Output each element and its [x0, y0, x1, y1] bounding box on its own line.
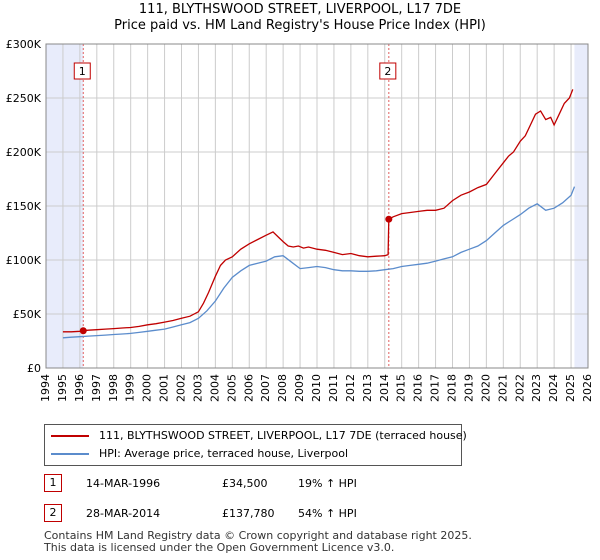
price-paid-line	[62, 89, 574, 333]
x-tick-label: 2004	[208, 374, 221, 402]
x-tick-label: 2005	[225, 374, 238, 402]
transaction-number: 2	[44, 504, 62, 522]
x-tick-label: 2014	[378, 374, 391, 402]
legend: 111, BLYTHSWOOD STREET, LIVERPOOL, L17 7…	[44, 424, 467, 466]
x-tick-label: 2025	[564, 374, 577, 402]
legend-swatch-hpi	[51, 453, 89, 455]
x-tick-label: 2019	[462, 374, 475, 402]
y-tick-label: £300K	[6, 38, 42, 51]
x-tick-label: 2021	[496, 374, 509, 402]
sale-marker-box	[379, 62, 397, 80]
transaction-hpi-change: 19% ↑ HPI	[298, 477, 357, 490]
x-tick-label: 2015	[395, 374, 408, 402]
x-tick-label: 1997	[90, 374, 103, 402]
x-tick-label: 2017	[429, 374, 442, 402]
footer-line1: Contains HM Land Registry data © Crown c…	[44, 529, 472, 542]
x-tick-label: 2008	[276, 374, 289, 402]
x-tick-label: 2000	[141, 374, 154, 402]
x-tick-label: 2018	[446, 374, 459, 402]
x-tick-label: 1996	[73, 374, 86, 402]
x-tick-label: 2012	[344, 374, 357, 402]
legend-swatch-price	[51, 435, 89, 437]
x-tick-label: 2009	[293, 374, 306, 402]
transaction-date: 14-MAR-1996	[86, 477, 161, 490]
y-tick-label: £50K	[13, 308, 42, 321]
x-tick-label: 2002	[175, 374, 188, 402]
chart-title-line1: 111, BLYTHSWOOD STREET, LIVERPOOL, L17 7…	[138, 2, 462, 17]
transaction-date: 28-MAR-2014	[86, 507, 161, 520]
x-tick-label: 2001	[158, 374, 171, 402]
x-tick-label: 1995	[56, 374, 69, 402]
y-tick-label: £250K	[6, 92, 42, 105]
plot-border	[45, 43, 589, 369]
transaction-price: £34,500	[222, 477, 268, 490]
x-tick-label: 2007	[259, 374, 272, 402]
x-tick-label: 1998	[107, 374, 120, 402]
x-tick-label: 2024	[547, 374, 560, 402]
x-tick-label: 2026	[581, 374, 594, 402]
x-tick-label: 2006	[242, 374, 255, 402]
sale-point	[79, 327, 87, 335]
hpi-line	[62, 186, 576, 339]
x-tick-label: 1999	[124, 374, 137, 402]
y-tick-label: £150K	[6, 200, 42, 213]
transaction-number: 1	[44, 474, 62, 492]
transaction-hpi-change: 54% ↑ HPI	[298, 507, 357, 520]
sale-marker-label: 1	[79, 65, 86, 78]
legend-label-hpi: HPI: Average price, terraced house, Live…	[99, 447, 349, 460]
sale-point	[385, 215, 393, 223]
x-tick-label: 1994	[39, 374, 52, 402]
footer-line2: This data is licensed under the Open Gov…	[44, 541, 395, 554]
x-tick-label: 2010	[310, 374, 323, 402]
x-tick-label: 2016	[412, 374, 425, 402]
sale-marker-label: 2	[384, 65, 391, 78]
price-chart: £0 £50K £100K £150K £200K £250K £300K 1994 1995 1…	[6, 38, 594, 402]
x-tick-label: 2022	[513, 374, 526, 402]
footer: Contains HM Land Registry data © Crown c…	[44, 530, 472, 554]
transaction-price: £137,780	[222, 507, 275, 520]
y-tick-label: £100K	[6, 254, 42, 267]
y-tick-label: £0	[27, 362, 41, 375]
x-tick-label: 2003	[191, 374, 204, 402]
chart-title: 111, BLYTHSWOOD STREET, LIVERPOOL, L17 7…	[0, 2, 600, 34]
x-tick-label: 2013	[361, 374, 374, 402]
x-tick-label: 2020	[479, 374, 492, 402]
legend-label-price: 111, BLYTHSWOOD STREET, LIVERPOOL, L17 7…	[99, 429, 467, 442]
sale-marker-box	[73, 62, 91, 80]
y-tick-label: £200K	[6, 146, 42, 159]
x-tick-label: 2023	[530, 374, 543, 402]
x-tick-label: 2011	[327, 374, 340, 402]
chart-title-line2: Price paid vs. HM Land Registry's House …	[114, 18, 486, 33]
